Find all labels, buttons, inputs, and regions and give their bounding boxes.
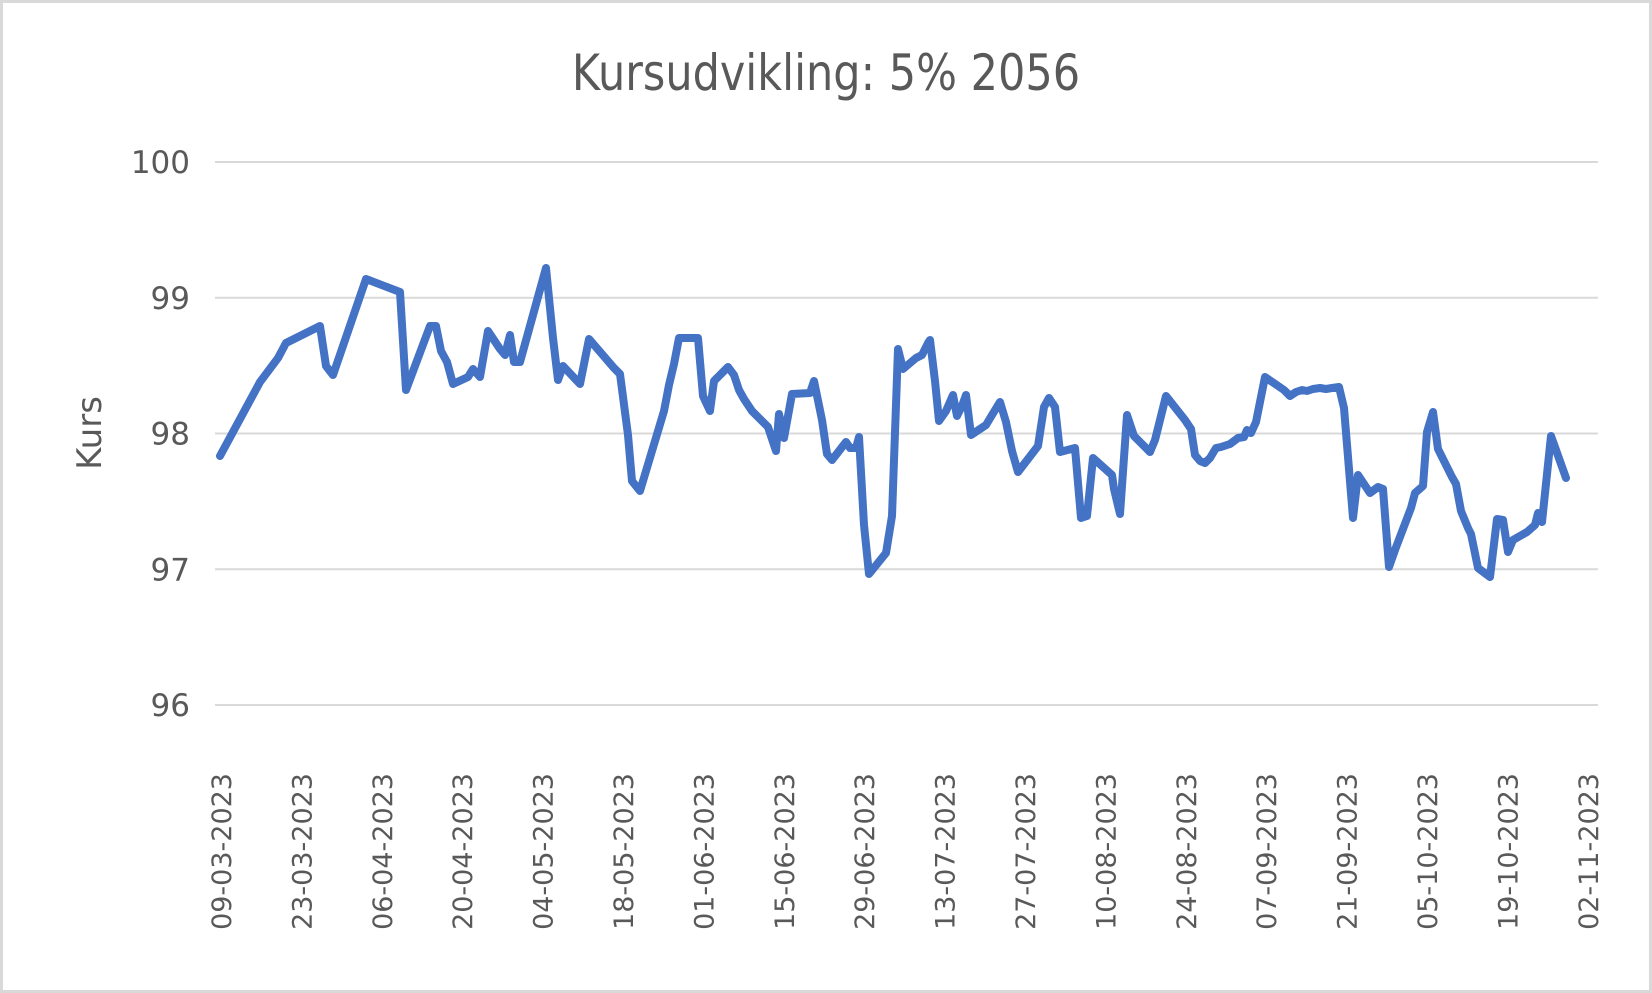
x-tick-label: 27-07-2023	[1011, 773, 1042, 930]
x-tick-label: 01-06-2023	[689, 773, 720, 930]
x-tick-label: 07-09-2023	[1252, 773, 1283, 930]
x-tick-label: 10-08-2023	[1091, 773, 1122, 930]
y-axis-title: Kurs	[70, 396, 110, 470]
x-tick-label: 02-11-2023	[1574, 773, 1605, 930]
y-tick-label: 98	[151, 417, 190, 453]
x-tick-label: 23-03-2023	[287, 773, 318, 930]
x-tick-label: 18-05-2023	[609, 773, 640, 930]
x-tick-label: 24-08-2023	[1172, 773, 1203, 930]
x-tick-label: 20-04-2023	[448, 773, 479, 930]
x-tick-label: 06-04-2023	[368, 773, 399, 930]
x-tick-label: 05-10-2023	[1413, 773, 1444, 930]
chart-title: Kursudvikling: 5% 2056	[571, 44, 1081, 102]
x-tick-label: 15-06-2023	[770, 773, 801, 930]
series-line-kurs	[216, 264, 1570, 581]
x-tick-label: 19-10-2023	[1493, 773, 1524, 930]
x-tick-label: 29-06-2023	[850, 773, 881, 930]
y-tick-label: 99	[151, 281, 190, 317]
x-tick-label: 13-07-2023	[931, 773, 962, 930]
gridlines	[215, 161, 1598, 706]
y-tick-label: 97	[151, 552, 190, 588]
x-axis-ticks: 09-03-2023 23-03-2023 06-04-2023 20-04-2023…	[207, 773, 1605, 930]
x-tick-label: 04-05-2023	[529, 773, 560, 930]
y-tick-label: 100	[131, 145, 190, 181]
x-tick-label: 09-03-2023	[207, 773, 238, 930]
y-tick-label: 96	[151, 688, 190, 724]
x-tick-label: 21-09-2023	[1333, 773, 1364, 930]
y-axis-ticks: 96 97 98 99 100	[131, 145, 190, 724]
